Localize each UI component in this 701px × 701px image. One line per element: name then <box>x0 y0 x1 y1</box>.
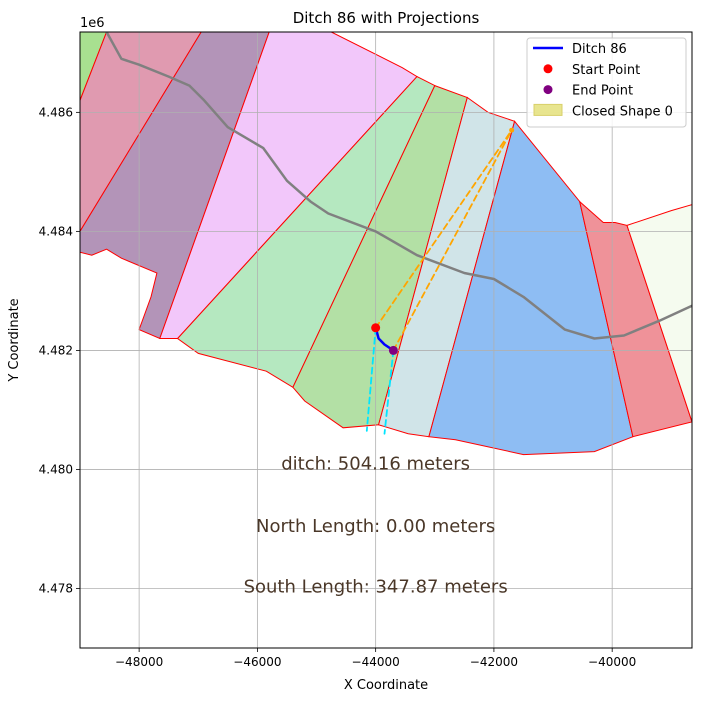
y-tick-label: 4.482 <box>39 343 73 357</box>
legend-label: Ditch 86 <box>572 42 627 57</box>
x-tick-label: −44000 <box>352 655 400 669</box>
projection-line <box>365 326 377 432</box>
x-tick-label: −46000 <box>233 655 281 669</box>
x-tick-label: −42000 <box>470 655 518 669</box>
grid-lines <box>80 32 692 648</box>
projection-end-marker <box>509 127 515 133</box>
x-axis-ticks: −48000 −46000 −44000 −42000 −40000 <box>115 648 636 669</box>
reference-line <box>105 32 692 340</box>
legend-label: End Point <box>572 84 633 99</box>
legend-marker-swatch <box>543 85 553 95</box>
annotations: ditch: 504.16 meters North Length: 0.00 m… <box>244 453 508 597</box>
plot-area: ditch: 504.16 meters North Length: 0.00 m… <box>79 31 693 649</box>
points <box>371 127 515 355</box>
projection-line <box>383 349 395 435</box>
series-lines <box>105 32 692 435</box>
y-axis-label: Y Coordinate <box>7 298 22 382</box>
legend-box <box>526 37 687 128</box>
legend-patch-swatch <box>533 103 563 116</box>
start-point-marker <box>371 323 381 333</box>
legend-label: Closed Shape 0 <box>572 104 673 119</box>
y-axis-offset-label: 1e6 <box>80 16 105 31</box>
y-axis-ticks: 4.478 4.480 4.482 4.484 4.486 <box>39 105 80 595</box>
y-tick-label: 4.486 <box>39 105 73 119</box>
chart-title: Ditch 86 with Projections <box>293 9 480 27</box>
projection-line <box>374 129 513 329</box>
projection-line <box>392 129 513 352</box>
annotation-text: North Length: 0.00 meters <box>256 516 495 537</box>
plot-frame <box>79 31 693 649</box>
y-tick-label: 4.480 <box>39 462 73 476</box>
legend-marker-swatch <box>543 64 553 74</box>
annotation-text: South Length: 347.87 meters <box>244 577 508 598</box>
legend: Ditch 86 Start Point End Point Closed Shape… <box>526 37 687 128</box>
end-point-marker <box>388 345 398 355</box>
projection-zones <box>80 32 692 456</box>
x-tick-label: −40000 <box>588 655 636 669</box>
x-axis-label: X Coordinate <box>344 678 428 693</box>
ditch-86-line <box>374 326 395 352</box>
legend-label: Start Point <box>572 63 640 78</box>
projection-zone <box>626 204 692 422</box>
x-tick-label: −48000 <box>115 655 163 669</box>
y-tick-label: 4.484 <box>39 224 73 238</box>
y-tick-label: 4.478 <box>39 581 73 595</box>
annotation-text: ditch: 504.16 meters <box>281 453 470 474</box>
